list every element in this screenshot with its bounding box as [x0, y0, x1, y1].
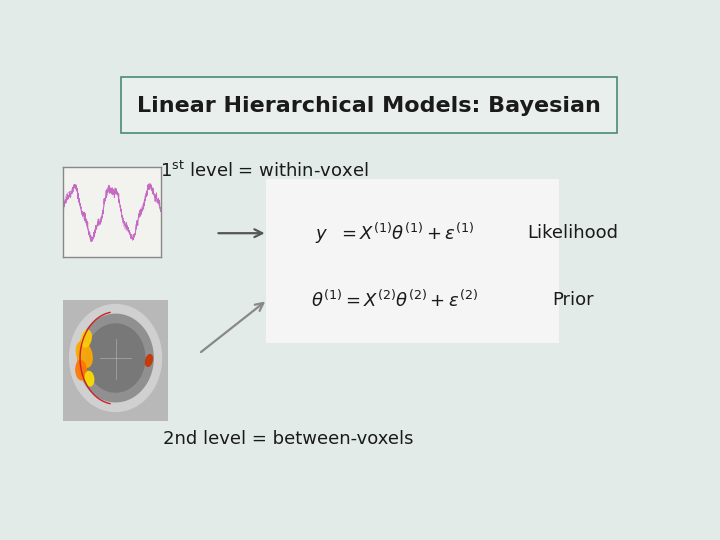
Ellipse shape [81, 330, 91, 347]
Polygon shape [86, 324, 145, 392]
Text: Likelihood: Likelihood [527, 224, 618, 242]
Polygon shape [78, 314, 153, 402]
Ellipse shape [85, 372, 94, 386]
Text: $1^{\mathrm{st}}$ level = within-voxel: $1^{\mathrm{st}}$ level = within-voxel [160, 161, 369, 181]
Text: Prior: Prior [552, 291, 593, 309]
Text: 2nd level = between-voxels: 2nd level = between-voxels [163, 430, 413, 448]
Text: $\theta^{(1)} = X^{(2)}\theta^{(2)} + \varepsilon^{(2)}$: $\theta^{(1)} = X^{(2)}\theta^{(2)} + \v… [310, 289, 477, 310]
Ellipse shape [76, 341, 92, 367]
Bar [266, 179, 559, 343]
Polygon shape [70, 305, 161, 411]
Text: Linear Hierarchical Models: Bayesian: Linear Hierarchical Models: Bayesian [137, 96, 601, 117]
Text: $y\ \ = X^{(1)}\theta^{(1)} + \varepsilon^{(1)}$: $y\ \ = X^{(1)}\theta^{(1)} + \varepsilo… [315, 221, 474, 246]
Ellipse shape [145, 355, 153, 366]
Bar [121, 77, 617, 133]
Ellipse shape [76, 361, 86, 380]
